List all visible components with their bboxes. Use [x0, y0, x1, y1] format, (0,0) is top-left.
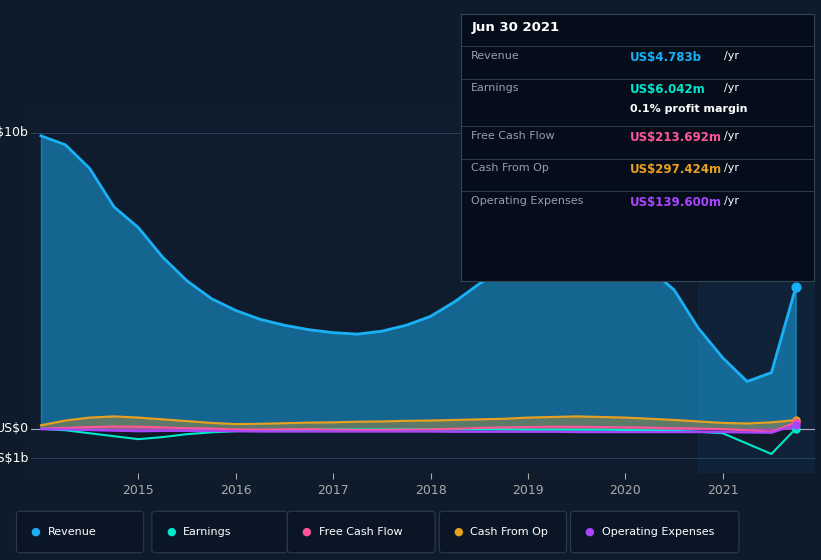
Text: US$6.042m: US$6.042m — [630, 83, 705, 96]
Text: /yr: /yr — [724, 51, 739, 61]
Text: Free Cash Flow: Free Cash Flow — [319, 527, 402, 537]
Text: Revenue: Revenue — [48, 527, 96, 537]
Text: ●: ● — [585, 527, 594, 537]
Text: 0.1% profit margin: 0.1% profit margin — [630, 105, 747, 114]
Text: -US$1b: -US$1b — [0, 452, 29, 465]
Text: US$297.424m: US$297.424m — [630, 163, 722, 176]
Text: Cash From Op: Cash From Op — [470, 527, 548, 537]
Text: US$0: US$0 — [0, 422, 29, 435]
Text: /yr: /yr — [724, 163, 739, 173]
Text: US$4.783b: US$4.783b — [630, 51, 702, 64]
Point — [789, 283, 802, 292]
Text: Cash From Op: Cash From Op — [471, 163, 549, 173]
Text: ●: ● — [166, 527, 176, 537]
Text: ●: ● — [301, 527, 311, 537]
Point — [789, 420, 802, 429]
Text: ●: ● — [453, 527, 463, 537]
Point — [789, 424, 802, 433]
Text: Free Cash Flow: Free Cash Flow — [471, 131, 555, 141]
Bar — [699, 109, 815, 473]
Text: Revenue: Revenue — [471, 51, 520, 61]
Text: Jun 30 2021: Jun 30 2021 — [471, 21, 559, 34]
Text: Operating Expenses: Operating Expenses — [471, 195, 584, 206]
Text: /yr: /yr — [724, 131, 739, 141]
Text: Operating Expenses: Operating Expenses — [602, 527, 714, 537]
Point — [789, 418, 802, 427]
Point — [789, 416, 802, 424]
Text: US$10b: US$10b — [0, 127, 29, 139]
Text: /yr: /yr — [724, 195, 739, 206]
Text: US$213.692m: US$213.692m — [630, 131, 722, 144]
Text: Earnings: Earnings — [471, 83, 520, 93]
Text: Earnings: Earnings — [183, 527, 232, 537]
Text: ●: ● — [30, 527, 40, 537]
Text: /yr: /yr — [724, 83, 739, 93]
Text: US$139.600m: US$139.600m — [630, 195, 722, 208]
